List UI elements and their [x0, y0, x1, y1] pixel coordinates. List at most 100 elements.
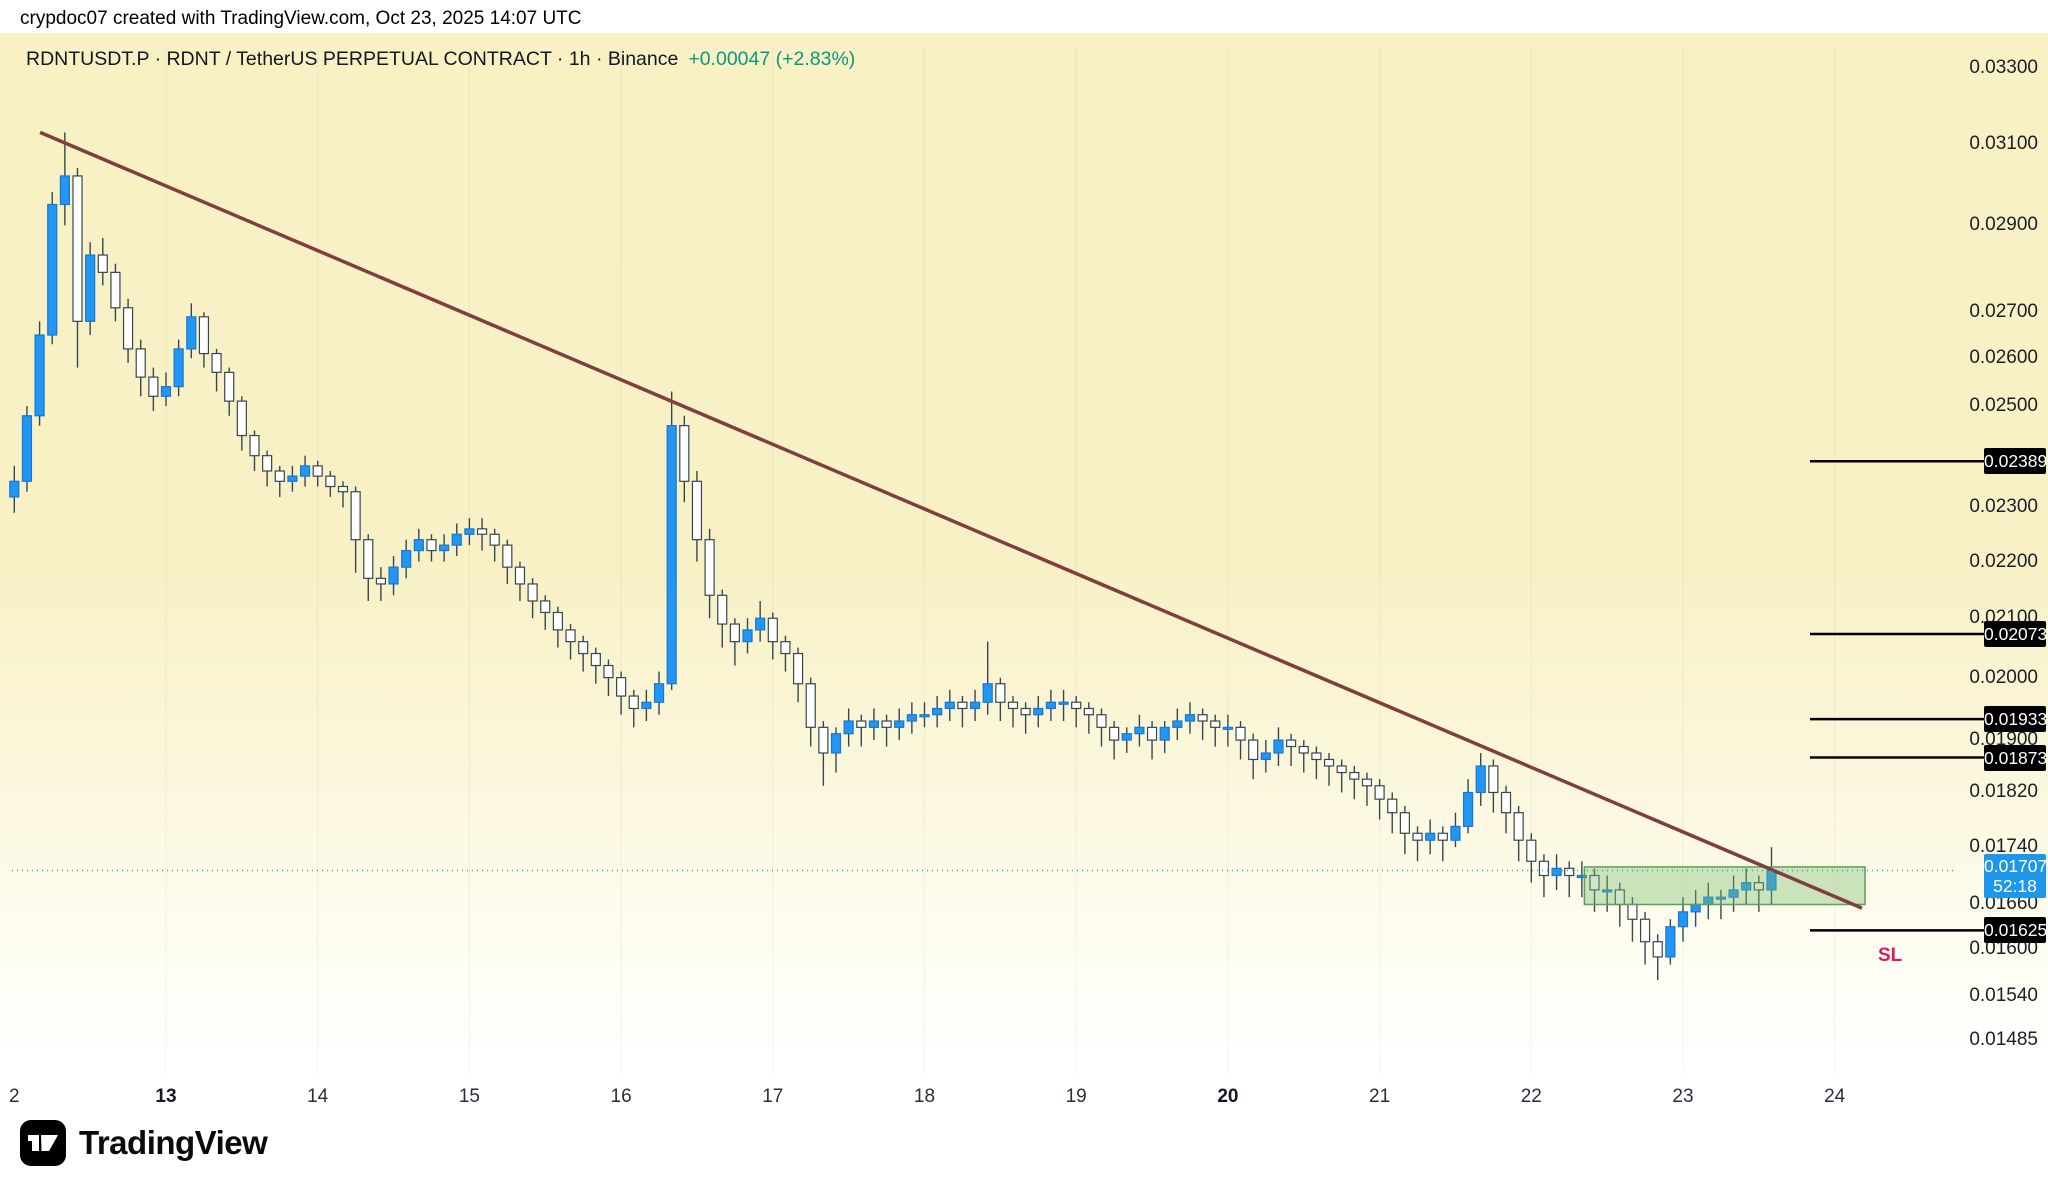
candle: [439, 534, 450, 562]
candle: [122, 298, 134, 363]
candle: [451, 523, 462, 557]
candle: [211, 348, 222, 392]
candle: [21, 405, 33, 492]
candle: [85, 242, 96, 336]
trendline: [39, 130, 1863, 910]
chart-header: RDNTUSDT.P · RDNT / TetherUS PERPETUAL C…: [26, 48, 855, 71]
candle: [995, 677, 1006, 722]
candle: [464, 518, 475, 546]
attribution-text: crypdoc07 created with TradingView.com, …: [20, 8, 582, 29]
candle: [565, 624, 576, 660]
candle: [1665, 919, 1676, 965]
candle: [1741, 868, 1752, 905]
candle: [1399, 805, 1410, 855]
candle: [1096, 708, 1107, 747]
candle: [413, 528, 424, 562]
chart-background: [0, 33, 2048, 1105]
candle: [337, 481, 349, 508]
tradingview-logo[interactable]: TradingView: [20, 1120, 268, 1166]
candle: [1336, 759, 1347, 793]
candle: [198, 312, 210, 368]
candle: [1172, 708, 1183, 741]
candle: [1159, 721, 1170, 753]
candle: [1311, 746, 1322, 780]
candle: [514, 561, 526, 601]
candle: [1728, 875, 1739, 912]
candle: [1652, 934, 1663, 981]
candle: [767, 612, 778, 660]
candle: [1033, 696, 1044, 728]
candle: [401, 539, 412, 579]
candle: [805, 677, 816, 747]
candle: [312, 460, 323, 487]
candle: [1045, 689, 1057, 722]
candle: [262, 450, 273, 487]
candle: [1134, 714, 1145, 747]
candle: [717, 589, 728, 648]
candle: [224, 367, 235, 416]
candle: [982, 641, 993, 715]
candle: [932, 696, 943, 728]
candle: [1538, 854, 1550, 898]
candle: [1437, 826, 1448, 862]
candle: [72, 167, 83, 368]
candle: [1210, 714, 1221, 747]
candle: [148, 367, 159, 411]
candle: [34, 321, 45, 426]
candle: [1222, 714, 1233, 747]
candle: [489, 528, 500, 562]
candle: [186, 303, 197, 359]
candle: [249, 430, 260, 471]
candle: [1083, 702, 1094, 734]
candle: [1551, 854, 1562, 890]
candle: [426, 534, 437, 562]
candle: [780, 635, 791, 672]
candle: [919, 702, 930, 728]
candle: [1475, 752, 1486, 806]
candle: [274, 465, 285, 497]
candle: [325, 470, 336, 497]
candle: [1361, 772, 1373, 806]
candle: [1425, 819, 1436, 855]
candle: [1248, 733, 1259, 780]
candle: [1007, 696, 1019, 728]
candle: [1071, 696, 1082, 728]
candle: [59, 132, 70, 226]
candle: [1323, 752, 1335, 786]
candle: [628, 689, 639, 728]
candle: [110, 263, 121, 322]
candle: [944, 689, 955, 722]
candle: [236, 396, 247, 451]
candle: [729, 618, 740, 666]
candle: [792, 647, 804, 703]
candle: [1146, 721, 1158, 760]
candle: [1298, 740, 1309, 773]
candle: [704, 528, 715, 619]
candle: [1349, 765, 1360, 800]
candle: [679, 415, 690, 503]
candle: [1500, 785, 1512, 834]
candle: [476, 518, 488, 551]
candle: [1513, 805, 1524, 862]
candle: [1564, 861, 1575, 898]
tradingview-logo-icon: [20, 1120, 66, 1166]
candle: [843, 708, 854, 747]
candle: [1602, 875, 1613, 912]
candle: [9, 465, 20, 513]
candle: [1488, 759, 1499, 813]
candle: [502, 539, 513, 584]
candle: [894, 708, 905, 741]
candle: [299, 455, 311, 487]
candle: [375, 567, 387, 601]
candle: [1020, 702, 1031, 734]
candle: [1184, 702, 1196, 734]
candle: [755, 600, 766, 642]
candle: [969, 689, 981, 722]
stop-loss-label: SL: [1878, 945, 1903, 966]
candle: [173, 339, 184, 397]
candle: [830, 727, 842, 773]
candle: [363, 534, 374, 601]
candle: [1526, 833, 1537, 883]
candle: [1121, 727, 1132, 753]
